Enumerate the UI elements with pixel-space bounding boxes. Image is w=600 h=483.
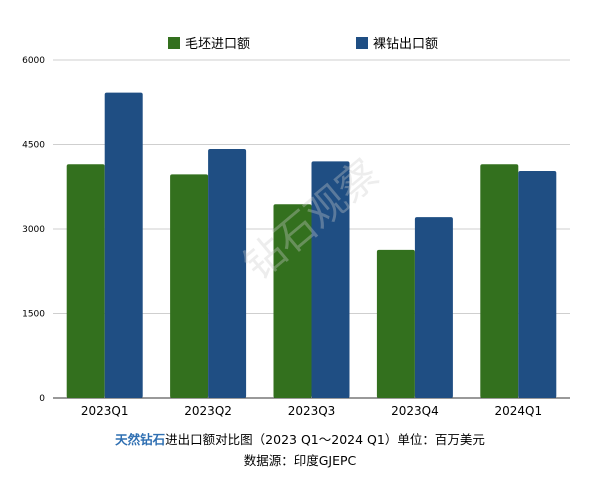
- chart-source: 数据源：印度GJEPC: [243, 453, 357, 468]
- bar: [518, 170, 557, 398]
- x-tick-label: 2023Q1: [81, 404, 129, 418]
- y-tick-label: 0: [39, 394, 45, 404]
- legend-swatch: [168, 37, 180, 49]
- y-axis-ticks: 0 1500 3000 4500 6000: [22, 56, 45, 404]
- bar: [480, 164, 519, 398]
- legend-label: 毛坯进口额: [185, 37, 250, 52]
- legend: 毛坯进口额 裸钻出口额: [168, 37, 438, 52]
- x-tick-label: 2023Q3: [288, 404, 336, 418]
- bar: [66, 164, 105, 398]
- y-tick-label: 1500: [22, 310, 45, 320]
- bar: [414, 217, 453, 398]
- y-tick-label: 3000: [22, 225, 45, 235]
- y-tick-label: 6000: [22, 56, 45, 66]
- x-tick-label: 2023Q4: [391, 404, 439, 418]
- caption-brand: 天然钻石: [115, 432, 166, 447]
- bar: [208, 149, 247, 398]
- x-tick-label: 2023Q2: [184, 404, 232, 418]
- chart-caption: 天然钻石进出口额对比图（2023 Q1～2024 Q1）单位：百万美元: [0, 429, 600, 448]
- legend-swatch: [356, 37, 368, 49]
- bar: [376, 249, 415, 398]
- bar: [170, 174, 209, 398]
- legend-label: 裸钻出口额: [373, 37, 438, 52]
- bar: [104, 92, 143, 398]
- x-tick-label: 2024Q1: [494, 404, 542, 418]
- bars: [66, 92, 557, 398]
- x-axis-labels: 2023Q1 2023Q2 2023Q3 2023Q4 2024Q1: [81, 404, 542, 418]
- bar: [311, 161, 350, 398]
- caption-title: 进出口额对比图（2023 Q1～2024 Q1）单位：百万美元: [165, 432, 485, 447]
- y-tick-label: 4500: [22, 141, 45, 151]
- bar: [273, 204, 312, 398]
